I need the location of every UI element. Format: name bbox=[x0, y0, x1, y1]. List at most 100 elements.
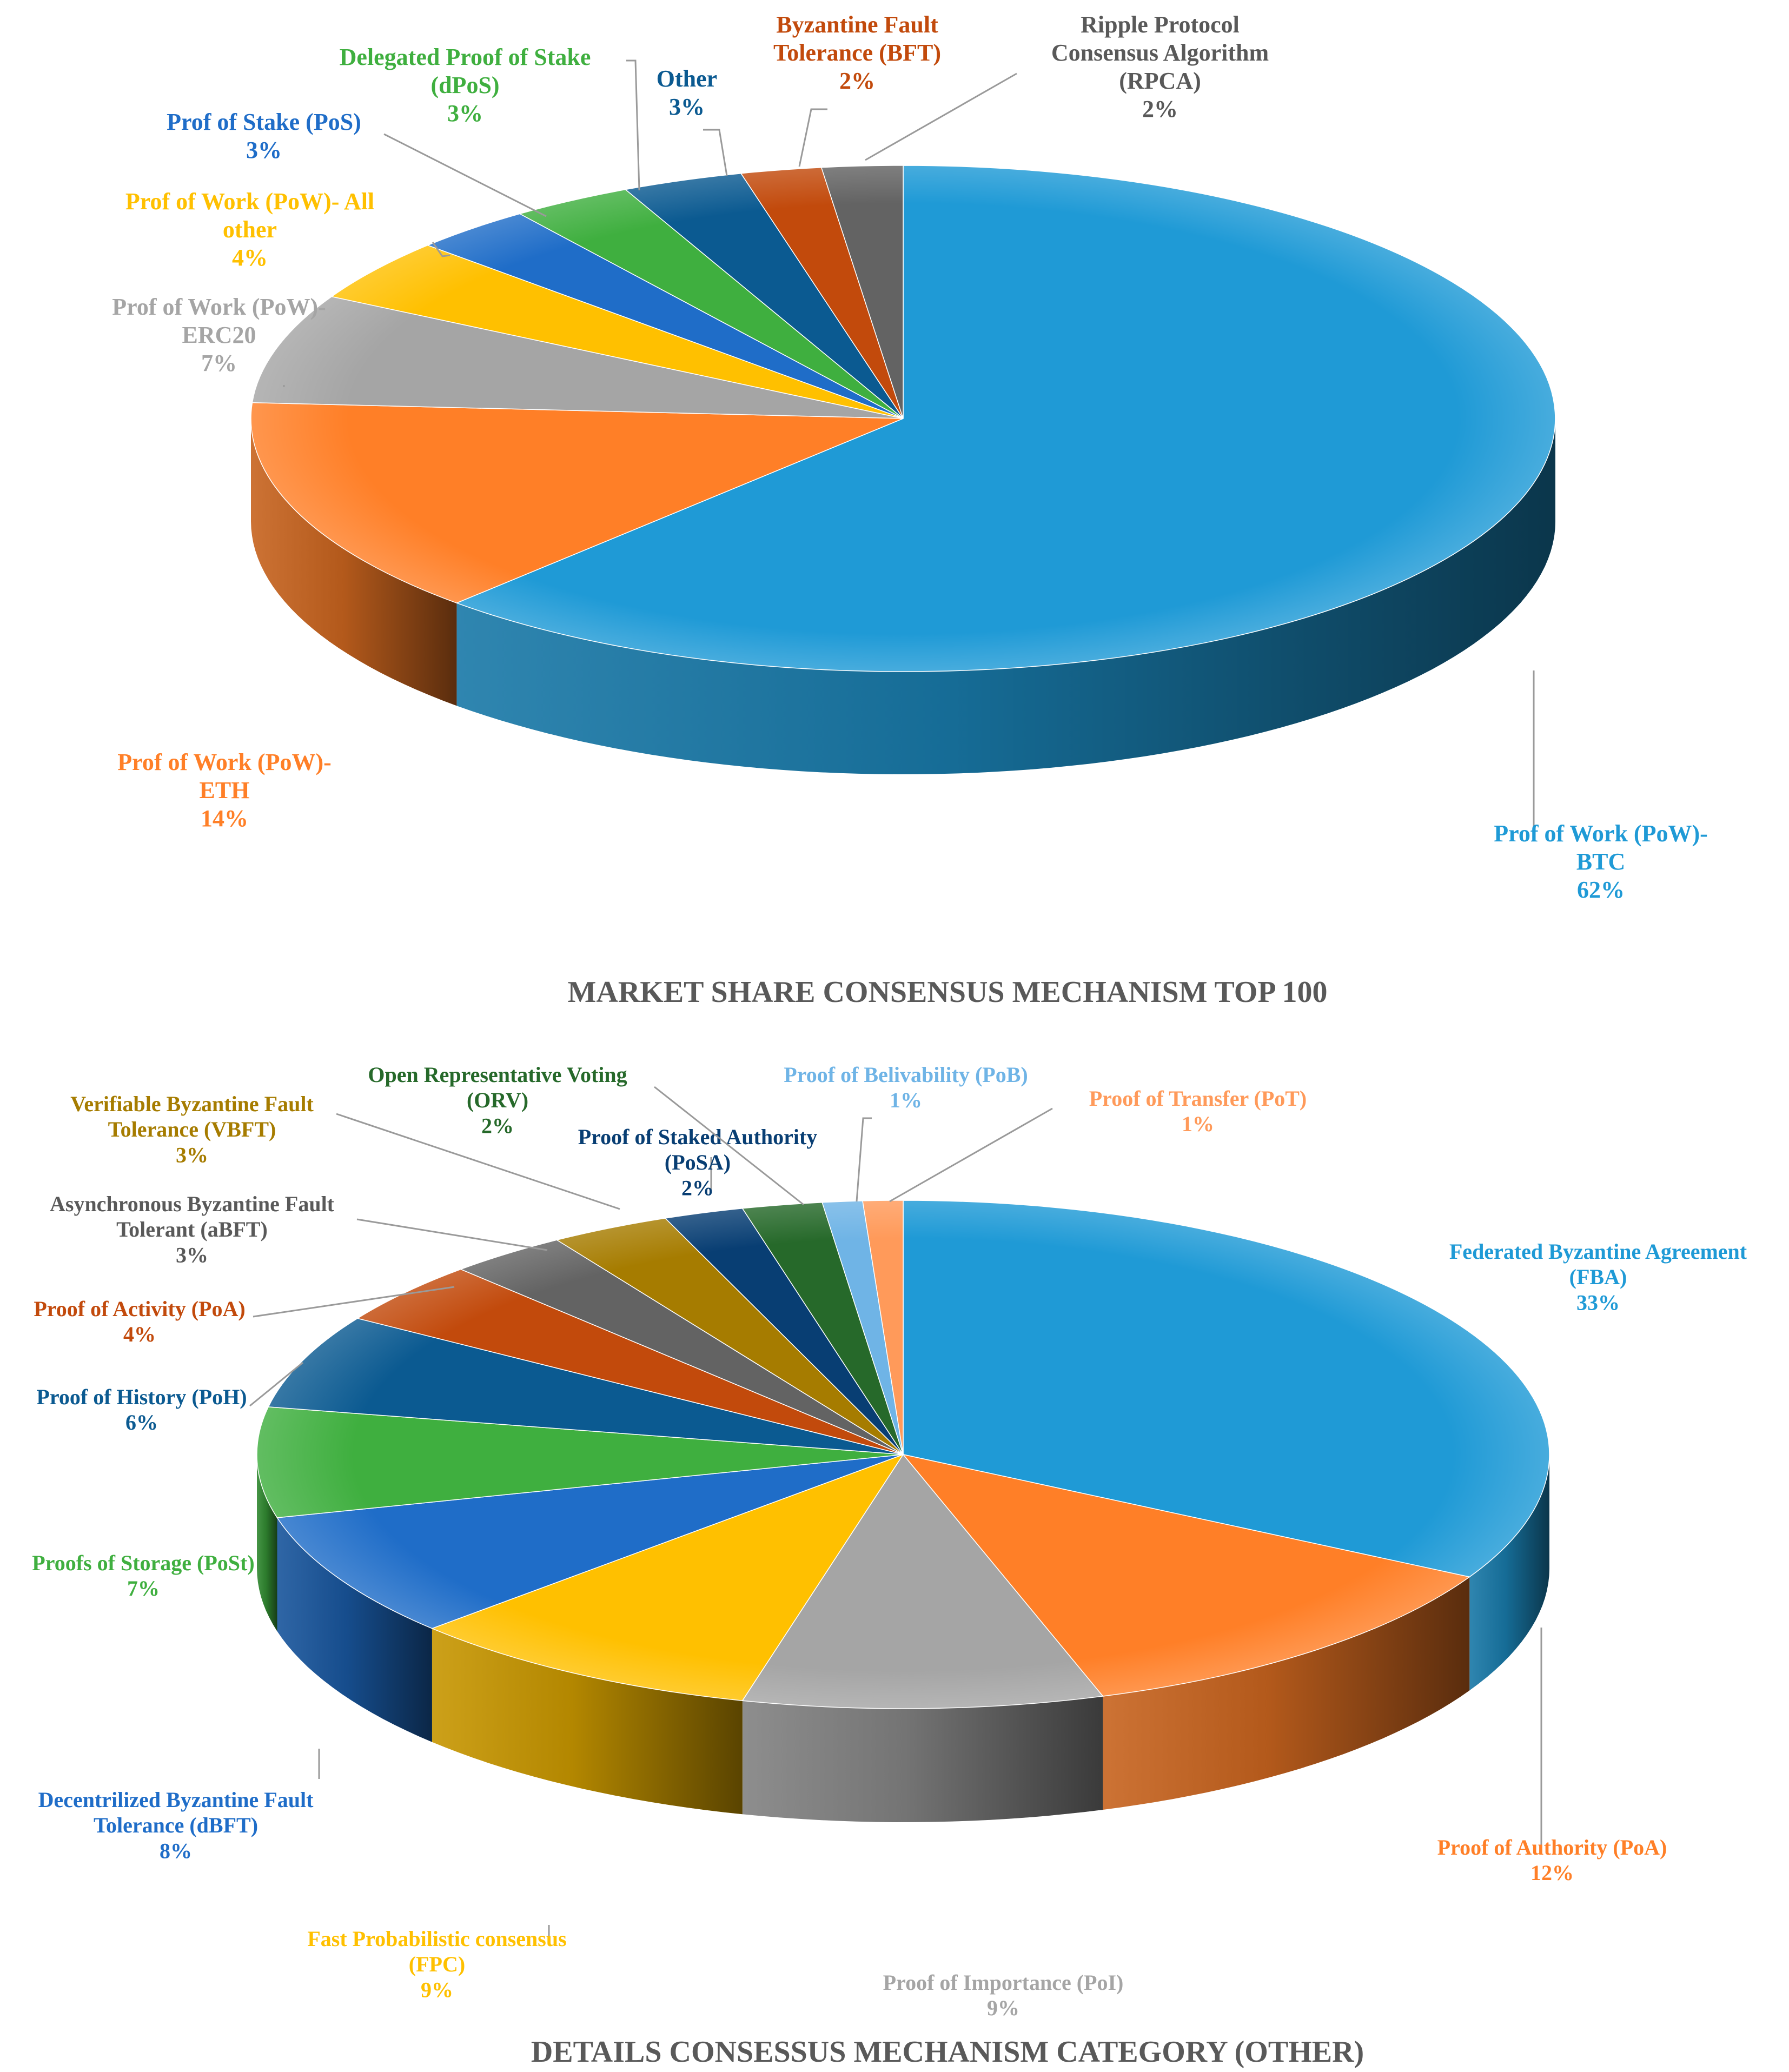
data-label-name: Other bbox=[657, 65, 717, 92]
data-label-delegated-proof-of-stake-dpos: Delegated Proof of Stake (dPoS) 3% bbox=[340, 44, 591, 127]
data-label-name: Proof of Staked Authority bbox=[578, 1125, 818, 1149]
data-label-name: Tolerant (aBFT) bbox=[116, 1217, 268, 1241]
data-label-percent: 12% bbox=[1530, 1861, 1574, 1885]
data-label-name: Consensus Algorithm bbox=[1051, 39, 1269, 66]
pie-side-shade bbox=[432, 1628, 743, 1815]
leader-line-delegated-proof-of-stake-dpos bbox=[626, 59, 640, 191]
pie-top-highlight bbox=[251, 165, 1555, 672]
data-label-name: Delegated Proof of Stake bbox=[340, 44, 591, 70]
leader-line-proof-of-belivability-pob bbox=[856, 1117, 872, 1202]
pie-top-slices bbox=[256, 1200, 1550, 1709]
data-label-name: (FBA) bbox=[1569, 1265, 1627, 1289]
pie-chart-other-details: Federated Byzantine Agreement (FBA) 33% Pro… bbox=[32, 1062, 1747, 2020]
data-label-other: Other 3% bbox=[657, 65, 717, 120]
pie-side-shade bbox=[1103, 1577, 1470, 1810]
data-label-name: Verifiable Byzantine Fault bbox=[70, 1092, 314, 1116]
data-label-percent: 7% bbox=[127, 1576, 160, 1601]
data-label-percent: 4% bbox=[232, 244, 268, 271]
chart-title-other-details: DETAILS CONSESSUS MECHANISM CATEGORY (OT… bbox=[531, 2035, 1364, 2069]
data-label-proof-of-importance-poi: Proof of Importance (PoI) 9% bbox=[883, 1970, 1124, 2020]
data-label-name: Proof of Activity (PoA) bbox=[34, 1297, 245, 1321]
data-label-percent: 2% bbox=[839, 68, 875, 94]
data-label-percent: 3% bbox=[176, 1243, 208, 1267]
data-label-name: other bbox=[223, 216, 277, 243]
leader-line-other bbox=[703, 129, 728, 176]
data-label-name: ETH bbox=[200, 777, 250, 803]
data-label-proof-of-belivability-pob: Proof of Belivability (PoB) 1% bbox=[784, 1062, 1028, 1112]
data-label-percent: 2% bbox=[481, 1113, 514, 1138]
data-label-percent: 3% bbox=[176, 1143, 208, 1167]
leader-line-prof-of-stake-pos bbox=[383, 133, 547, 217]
data-label-name: Proof of Authority (PoA) bbox=[1437, 1835, 1667, 1860]
data-label-proof-of-staked-authority-posa: Proof of Staked Authority (PoSA) 2% bbox=[578, 1125, 818, 1200]
data-label-proof-of-authority-poa: Proof of Authority (PoA) 12% bbox=[1437, 1835, 1667, 1885]
chart-title-market-share: MARKET SHARE CONSENSUS MECHANISM TOP 100 bbox=[568, 975, 1328, 1009]
data-label-prof-of-work-pow-eth: Prof of Work (PoW)-ETH 14% bbox=[117, 749, 332, 832]
data-label-asynchronous-byzantine-fault-tolerant-abft: Asynchronous Byzantine Fault Tolerant (aB… bbox=[50, 1192, 335, 1267]
pie-top-slices bbox=[250, 165, 1556, 672]
pie-side-shade bbox=[456, 419, 1555, 774]
data-label-percent: 3% bbox=[669, 94, 705, 120]
data-label-percent: 62% bbox=[1577, 876, 1625, 903]
data-label-proof-of-transfer-pot: Proof of Transfer (PoT) 1% bbox=[1089, 1086, 1307, 1136]
leader-line-asynchronous-byzantine-fault-tolerant-abft bbox=[356, 1218, 548, 1251]
data-label-name: Tolerance (VBFT) bbox=[108, 1117, 276, 1141]
data-label-name: Prof of Work (PoW)- bbox=[112, 294, 326, 320]
data-label-name: (dPoS) bbox=[430, 72, 499, 98]
pie-chart-market-share: Prof of Work (PoW)-BTC 62%Prof of Work (P… bbox=[112, 11, 1708, 903]
data-label-name: (RPCA) bbox=[1119, 68, 1201, 94]
leader-line-proof-of-activity-poa bbox=[253, 1286, 455, 1318]
data-label-name: Byzantine Fault bbox=[776, 11, 938, 38]
data-label-name: (ORV) bbox=[467, 1088, 528, 1112]
data-label-name: Proof of Importance (PoI) bbox=[883, 1970, 1124, 1995]
leader-line-byzantine-fault-tolerance-bft bbox=[798, 108, 827, 167]
data-label-byzantine-fault-tolerance-bft: Byzantine Fault Tolerance (BFT) 2% bbox=[773, 11, 941, 94]
data-label-name: Proof of Belivability (PoB) bbox=[784, 1062, 1028, 1087]
data-label-name: Fast Probabilistic consensus bbox=[307, 1927, 566, 1951]
data-label-percent: 8% bbox=[160, 1838, 192, 1863]
leader-line-proof-of-history-poh bbox=[249, 1362, 303, 1407]
data-label-name: Prof of Work (PoW)- All bbox=[125, 188, 374, 215]
data-label-name: Prof of Work (PoW)- bbox=[1494, 820, 1708, 847]
data-label-percent: 7% bbox=[201, 350, 237, 376]
data-label-proof-of-history-poh: Proof of History (PoH) 6% bbox=[36, 1385, 247, 1435]
data-label-percent: 3% bbox=[447, 100, 483, 127]
data-label-prof-of-work-pow-all-other: Prof of Work (PoW)- All other 4% bbox=[125, 188, 374, 271]
data-label-name: Tolerance (BFT) bbox=[773, 39, 941, 66]
pie-side-shade bbox=[277, 1517, 432, 1742]
data-label-percent: 2% bbox=[1142, 96, 1178, 122]
data-label-percent: 4% bbox=[123, 1322, 156, 1346]
leader-line-open-representative-voting-orv bbox=[654, 1086, 804, 1206]
data-label-prof-of-stake-pos: Prof of Stake (PoS) 3% bbox=[167, 109, 361, 163]
data-label-verifiable-byzantine-fault-tolerance-vbft: Verifiable Byzantine Fault Tolerance (VBF… bbox=[70, 1092, 314, 1167]
data-label-name: Prof of Stake (PoS) bbox=[167, 109, 361, 135]
data-label-name: (PoSA) bbox=[665, 1150, 731, 1174]
data-label-name: Tolerance (dBFT) bbox=[94, 1813, 258, 1837]
data-label-name: Proofs of Storage (PoSt) bbox=[32, 1551, 254, 1575]
leader-line-prof-of-work-pow-all-other bbox=[432, 242, 450, 257]
data-label-prof-of-work-pow-erc20: Prof of Work (PoW)-ERC20 7% bbox=[112, 294, 326, 376]
data-label-name: Decentrilized Byzantine Fault bbox=[38, 1788, 314, 1812]
data-label-percent: 3% bbox=[246, 137, 282, 163]
pie-data-labels: Prof of Work (PoW)-BTC 62%Prof of Work (P… bbox=[112, 11, 1708, 903]
data-label-name: ERC20 bbox=[182, 322, 256, 348]
data-label-name: Proof of Transfer (PoT) bbox=[1089, 1086, 1307, 1111]
data-label-name: Asynchronous Byzantine Fault bbox=[50, 1192, 335, 1216]
pie-top-highlight bbox=[257, 1200, 1549, 1709]
data-label-percent: 6% bbox=[125, 1410, 158, 1435]
data-label-percent: 1% bbox=[890, 1088, 922, 1112]
leader-line-ripple-protocol-consensus-algorithm-rpca bbox=[865, 72, 1017, 161]
data-label-name: Prof of Work (PoW)- bbox=[117, 749, 332, 775]
data-label-percent: 2% bbox=[681, 1176, 714, 1200]
data-label-percent: 33% bbox=[1576, 1290, 1620, 1314]
pie-data-labels: Federated Byzantine Agreement (FBA) 33% Pro… bbox=[32, 1062, 1747, 2020]
data-label-open-representative-voting-orv: Open Representative Voting (ORV) 2% bbox=[368, 1062, 627, 1138]
data-label-prof-of-work-pow-btc: Prof of Work (PoW)-BTC 62% bbox=[1494, 820, 1708, 903]
data-label-percent: 9% bbox=[421, 1977, 453, 2002]
pie-side-walls bbox=[257, 1455, 1549, 1822]
data-label-decentrilized-byzantine-fault-tolerance-dbft: Decentrilized Byzantine Fault Tolerance (… bbox=[38, 1788, 314, 1863]
data-label-federated-byzantine-agreement-fba: Federated Byzantine Agreement (FBA) 33% bbox=[1449, 1239, 1747, 1314]
data-label-proofs-of-storage-post: Proofs of Storage (PoSt) 7% bbox=[32, 1551, 254, 1601]
